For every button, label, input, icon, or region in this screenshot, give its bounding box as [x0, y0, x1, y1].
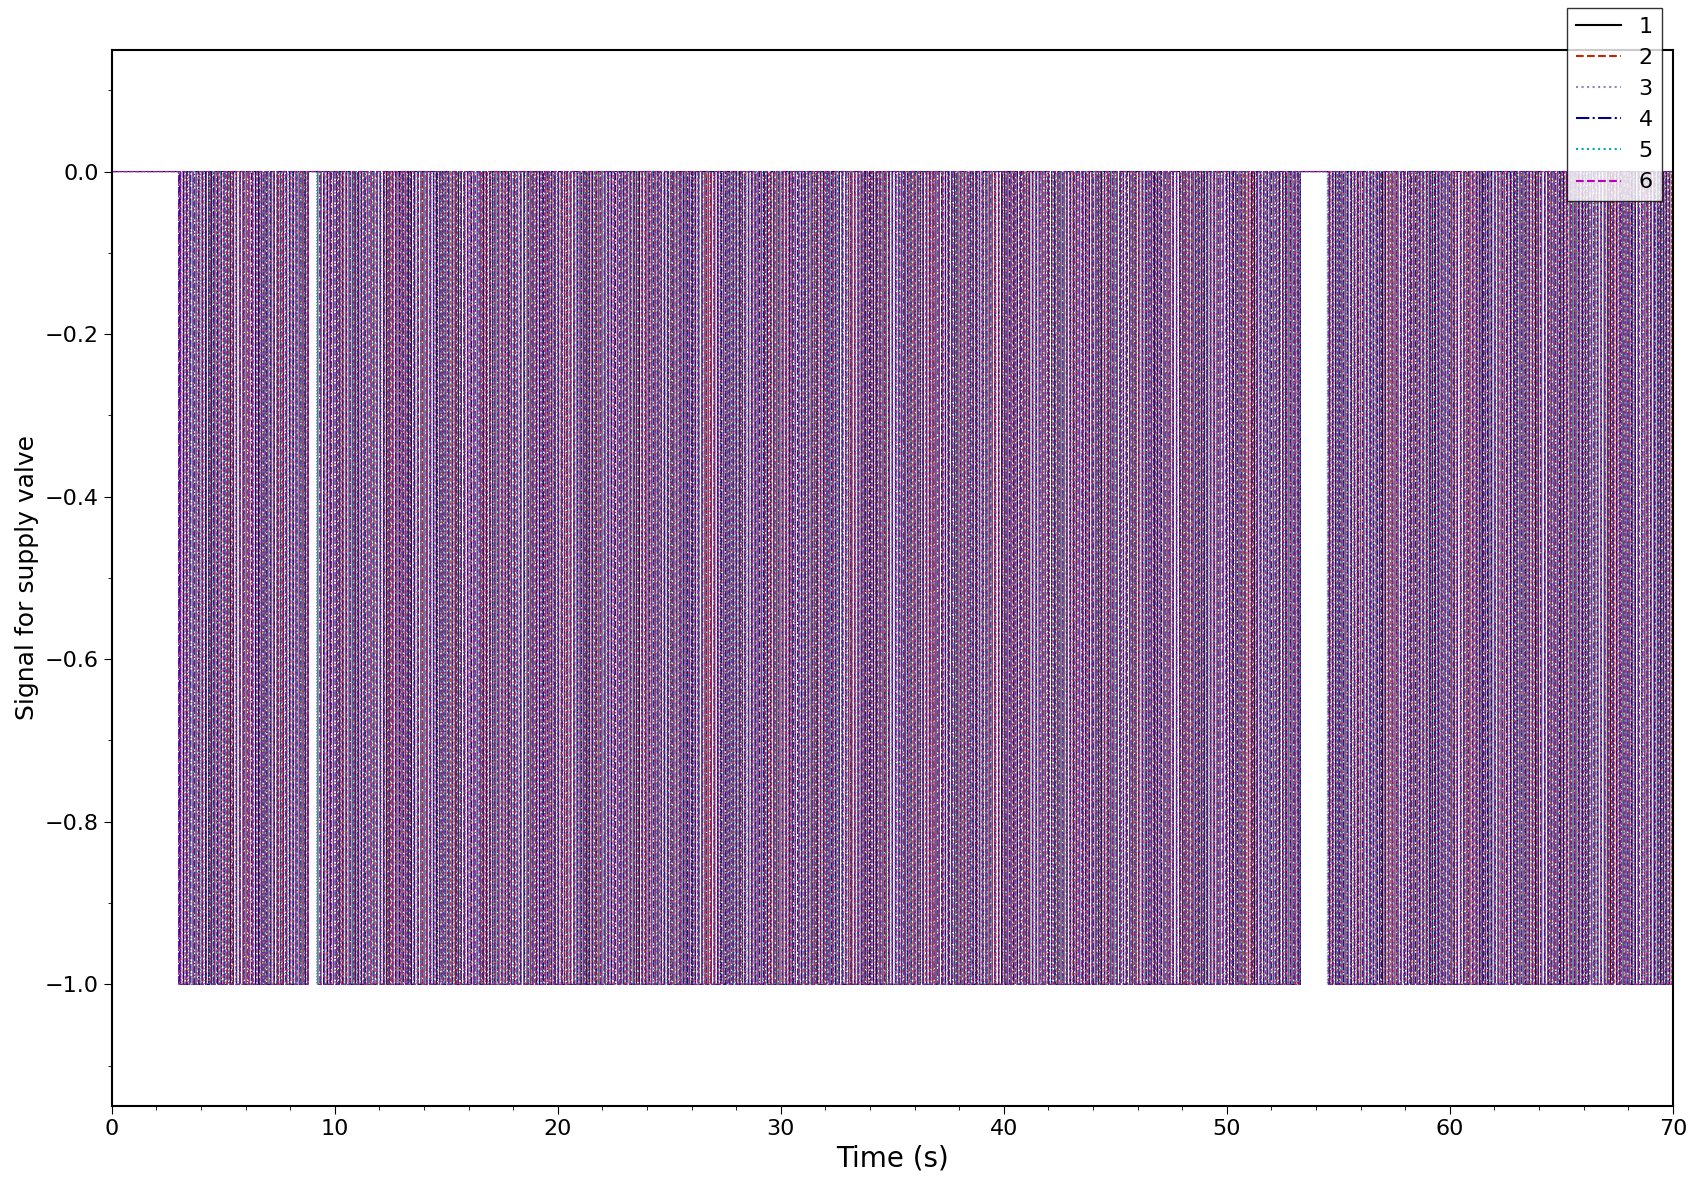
X-axis label: Time (s): Time (s) — [836, 1145, 948, 1173]
Legend: 1, 2, 3, 4, 5, 6: 1, 2, 3, 4, 5, 6 — [1568, 8, 1661, 201]
Y-axis label: Signal for supply valve: Signal for supply valve — [15, 436, 39, 720]
